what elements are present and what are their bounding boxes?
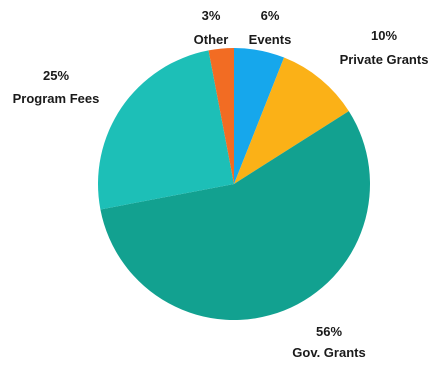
pie-slices [98,48,371,321]
slice-name-label-program-fees: Program Fees [13,91,100,106]
pie-slice-events [234,48,285,184]
pie-slice-other [208,48,234,184]
slice-name-label-other: Other [194,32,229,47]
pie-slice-program-fees [98,50,234,210]
pie-slice-gov-grants [100,111,371,321]
slice-value-label-other: 3% [202,8,221,23]
slice-value-label-events: 6% [261,8,280,23]
slice-value-label-private-grants: 10% [371,28,397,43]
slice-value-label-program-fees: 25% [43,68,69,83]
slice-name-label-private-grants: Private Grants [340,52,429,67]
slice-name-label-gov-grants: Gov. Grants [292,345,365,360]
slice-name-label-events: Events [249,32,292,47]
pie-labels: 6% Events 10% Private Grants 56% Gov. Gr… [13,8,429,360]
pie-slice-private-grants [234,57,349,184]
slice-value-label-gov-grants: 56% [316,324,342,339]
